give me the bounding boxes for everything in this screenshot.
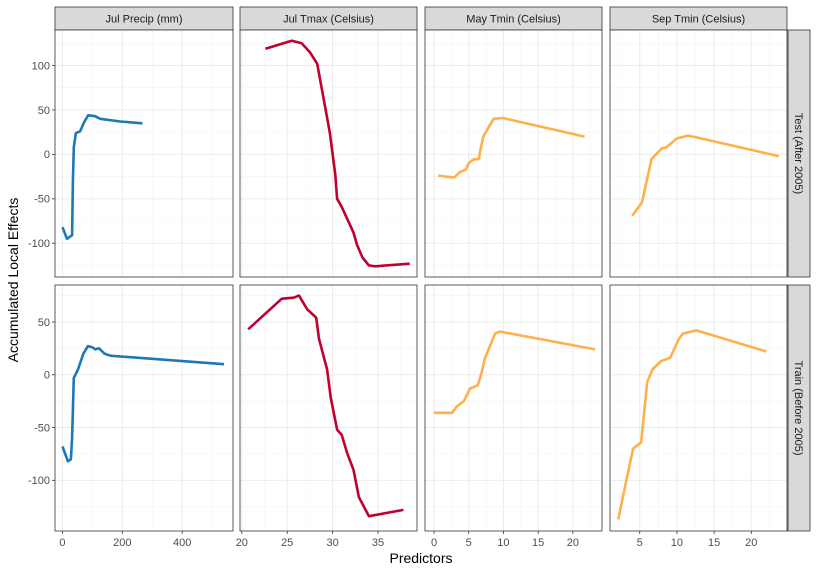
x-tick-label: 15 (708, 537, 720, 549)
panel-sep-tmin-celsius-test-after-2005 (609, 29, 788, 278)
x-tick-label: 15 (532, 537, 544, 549)
x-axis-title: Predictors (389, 550, 452, 566)
x-tick-label: 0 (431, 537, 437, 549)
ale-line-jul-precip-mm (61, 344, 225, 463)
ale-line-sep-tmin-celsius (616, 329, 767, 520)
strip-label: Jul Tmax (Celsius) (283, 14, 374, 26)
x-tick-label: 20 (567, 537, 579, 549)
y-tick-label: 0 (44, 370, 50, 382)
strip-label: Sep Tmin (Celsius) (652, 14, 745, 26)
x-tick-label: 25 (281, 537, 293, 549)
panel-jul-tmax-celsius-train-before-2005 (239, 284, 418, 532)
strip-label: Test (After 2005) (792, 113, 804, 194)
strip-label: May Tmin (Celsius) (466, 14, 561, 26)
x-tick-label: 200 (113, 537, 131, 549)
ale-line-sep-tmin-celsius (631, 134, 780, 217)
y-tick-label: -50 (34, 194, 50, 206)
x-tick-label: 5 (466, 537, 472, 549)
ale-line-jul-precip-mm (61, 114, 143, 241)
strip-train-before-2005 (787, 284, 811, 532)
x-tick-label: 10 (671, 537, 683, 549)
ale-line-jul-tmax-celsius (265, 39, 410, 268)
x-tick-label: 10 (497, 537, 509, 549)
x-tick-label: 20 (236, 537, 248, 549)
strip-label: Train (Before 2005) (792, 361, 804, 456)
y-tick-label: 0 (44, 149, 50, 161)
y-axis-title: Accumulated Local Effects (5, 198, 21, 363)
x-tick-label: 0 (59, 537, 65, 549)
panel-may-tmin-celsius-train-before-2005 (424, 284, 603, 532)
ale-line-jul-tmax-celsius (247, 294, 404, 518)
y-tick-label: -50 (34, 422, 50, 434)
x-tick-label: 5 (637, 537, 643, 549)
strip-test-after-2005 (787, 29, 811, 278)
panel-sep-tmin-celsius-train-before-2005 (609, 284, 788, 532)
y-tick-label: 50 (38, 317, 50, 329)
x-tick-label: 20 (745, 537, 757, 549)
y-tick-label: -100 (28, 475, 50, 487)
y-tick-label: 100 (32, 60, 50, 72)
ale-line-may-tmin-celsius (434, 330, 596, 415)
y-tick-label: 50 (38, 105, 50, 117)
panel-jul-precip-mm-test-after-2005 (54, 29, 234, 278)
y-tick-label: -100 (28, 238, 50, 250)
ale-line-may-tmin-celsius (438, 116, 585, 179)
strip-label: Jul Precip (mm) (105, 14, 182, 26)
x-tick-label: 30 (326, 537, 338, 549)
x-tick-label: 400 (173, 537, 191, 549)
panel-may-tmin-celsius-test-after-2005 (424, 29, 603, 278)
panel-jul-precip-mm-train-before-2005 (54, 284, 234, 532)
x-tick-label: 35 (372, 537, 384, 549)
facet-panels: Jul Precip (mm) Jul Tmax (Celsius) May Tmi… (28, 6, 811, 549)
panel-jul-tmax-celsius-test-after-2005 (239, 29, 418, 278)
